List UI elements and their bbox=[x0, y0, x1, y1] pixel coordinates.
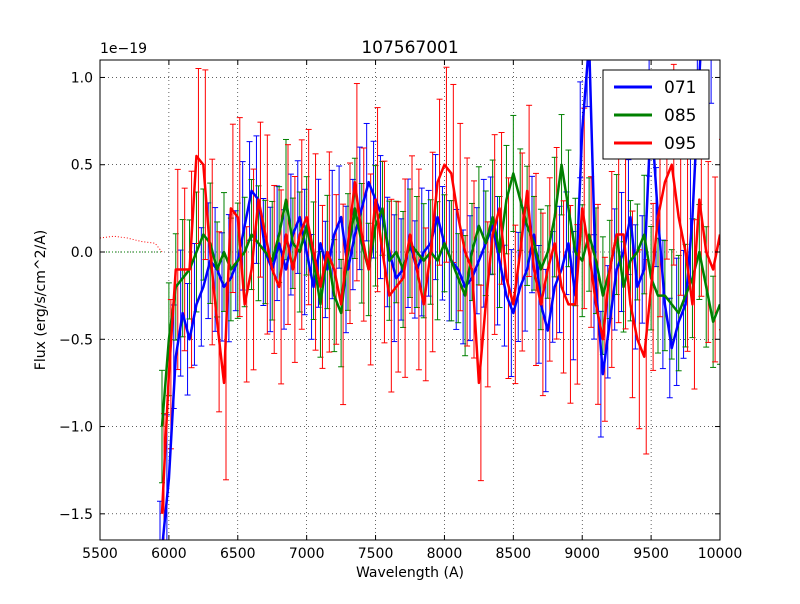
y-tick-label: 1.0 bbox=[71, 70, 93, 86]
x-axis-label: Wavelength (A) bbox=[356, 565, 464, 581]
x-tick-label: 6000 bbox=[151, 546, 187, 562]
y-tick-label: 0.0 bbox=[71, 245, 93, 261]
x-tick-label: 9000 bbox=[564, 546, 600, 562]
x-tick-label: 7500 bbox=[358, 546, 394, 562]
plot-frame bbox=[99, 59, 721, 541]
chart-title: 107567001 bbox=[361, 38, 458, 58]
legend-label-095: 095 bbox=[664, 134, 696, 154]
legend-label-085: 085 bbox=[664, 106, 696, 126]
legend: 071 085 095 bbox=[602, 69, 710, 160]
x-tick-label: 7000 bbox=[289, 546, 325, 562]
x-tick-label: 10000 bbox=[698, 546, 743, 562]
series-line-071 bbox=[161, 60, 702, 540]
series-line-095 bbox=[160, 154, 720, 514]
y-tick-label: −0.5 bbox=[59, 332, 93, 348]
y-tick-label: −1.0 bbox=[59, 420, 93, 436]
x-tick-label: 8000 bbox=[427, 546, 463, 562]
series-dotted-red bbox=[100, 235, 163, 253]
x-tick-label: 8500 bbox=[496, 546, 532, 562]
axis-ticks: 5500 6000 6500 7000 7500 8000 8500 9000 9500 1000… bbox=[59, 60, 742, 562]
series-layer bbox=[100, 60, 720, 540]
y-tick-label: −1.5 bbox=[59, 507, 93, 523]
x-tick-label: 9500 bbox=[633, 546, 669, 562]
y-offset-label: 1e−19 bbox=[100, 41, 147, 57]
x-tick-label: 5500 bbox=[82, 546, 118, 562]
y-axis-label: Flux (erg/s/cm^2/A) bbox=[33, 230, 49, 370]
y-tick-label: 0.5 bbox=[71, 158, 93, 174]
legend-label-071: 071 bbox=[664, 78, 696, 98]
x-tick-label: 6500 bbox=[220, 546, 256, 562]
